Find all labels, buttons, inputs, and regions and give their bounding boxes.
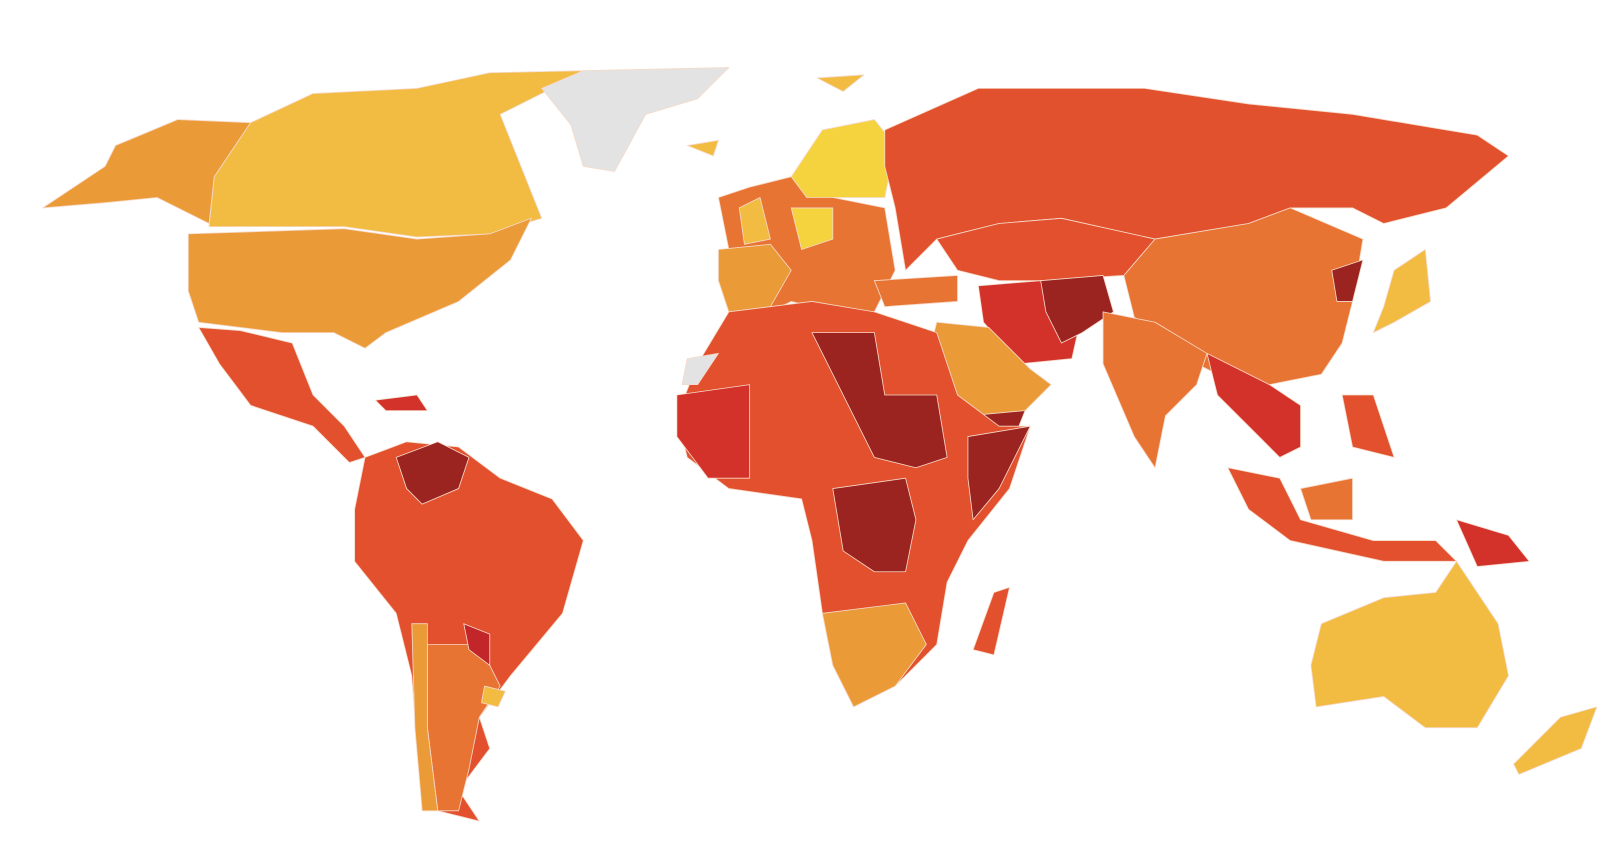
region [198,327,366,463]
region [1310,560,1509,729]
region [463,623,491,666]
region [411,623,439,812]
region [1372,249,1431,334]
region [1513,706,1598,775]
region [1102,311,1208,469]
region [395,441,470,505]
region [816,74,865,92]
region [187,217,532,349]
region [811,332,948,469]
region [1341,394,1395,458]
region [676,384,751,479]
region [884,87,1509,271]
region [1331,259,1364,302]
region [832,477,917,573]
region [374,394,428,412]
region [1040,275,1114,344]
region [967,425,1031,521]
region [972,586,1010,656]
region [738,197,771,245]
region [208,70,584,238]
region [790,119,896,198]
region [1227,467,1457,562]
region [481,685,506,708]
region [426,644,501,812]
region [1456,519,1530,567]
region [873,275,958,308]
region [681,353,719,386]
region [821,602,927,708]
region [686,139,719,157]
region [790,207,834,250]
region [1206,353,1301,458]
region [541,67,730,172]
region [1300,477,1353,521]
